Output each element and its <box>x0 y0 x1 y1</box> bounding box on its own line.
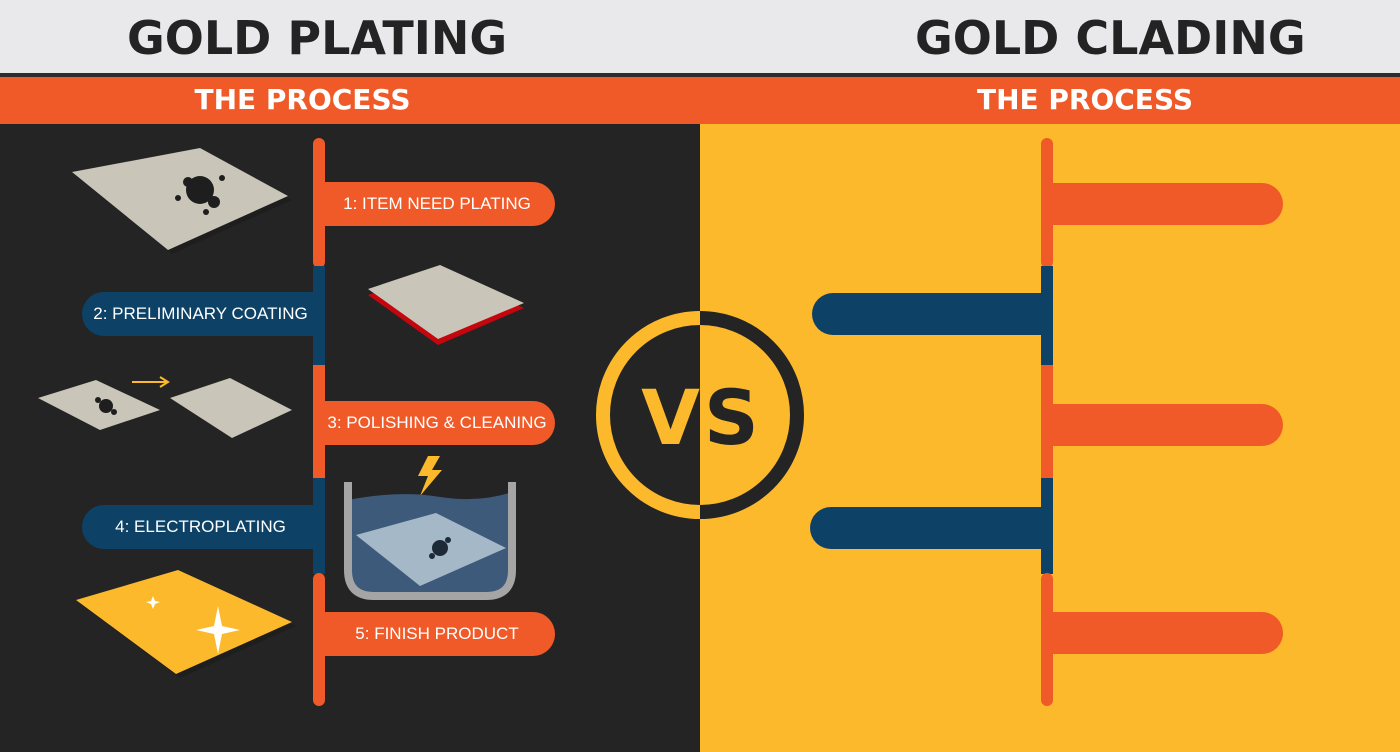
gold-clading-title: GOLD CLADING <box>915 11 1306 65</box>
vs-badge <box>596 311 804 519</box>
clading-step-pill <box>1047 404 1283 446</box>
step-4-pill: 4: ELECTROPLATING <box>82 505 319 549</box>
right-spine-segment <box>1041 266 1053 366</box>
header-divider <box>0 73 1400 77</box>
left-process-label: THE PROCESS <box>194 83 411 116</box>
vs-letter-s: S <box>704 373 759 462</box>
step-1-pill: 1: ITEM NEED PLATING <box>319 182 555 226</box>
step-2-pill: 2: PRELIMINARY COATING <box>82 292 319 336</box>
coated-plate-icon <box>368 265 524 345</box>
left-spine-segment <box>313 478 325 574</box>
step-3-pill: 3: POLISHING & CLEANING <box>319 401 555 445</box>
stained-plate-icon <box>38 380 160 430</box>
header-bar <box>0 0 1400 73</box>
right-spine-segment <box>1041 478 1053 574</box>
plating-tank-icon <box>344 482 516 600</box>
clading-step-pill <box>1047 612 1283 654</box>
gold-plate-icon <box>76 570 296 678</box>
clading-step-pill <box>812 293 1047 335</box>
left-spine-segment <box>313 266 325 366</box>
clading-step-pill <box>810 507 1047 549</box>
polish-arrow-icon <box>132 376 170 388</box>
lightning-bolt-icon <box>418 456 442 496</box>
clean-plate-icon <box>170 378 292 438</box>
clading-step-pill <box>1047 183 1283 225</box>
right-process-label: THE PROCESS <box>976 83 1194 116</box>
sparkle-icon <box>146 596 240 654</box>
stained-plate-icon <box>72 148 292 254</box>
vs-letter-v: V <box>641 373 700 462</box>
process-band <box>0 77 1400 124</box>
step-5-pill: 5: FINISH PRODUCT <box>319 612 555 656</box>
gold-plating-title: GOLD PLATING <box>127 11 508 65</box>
